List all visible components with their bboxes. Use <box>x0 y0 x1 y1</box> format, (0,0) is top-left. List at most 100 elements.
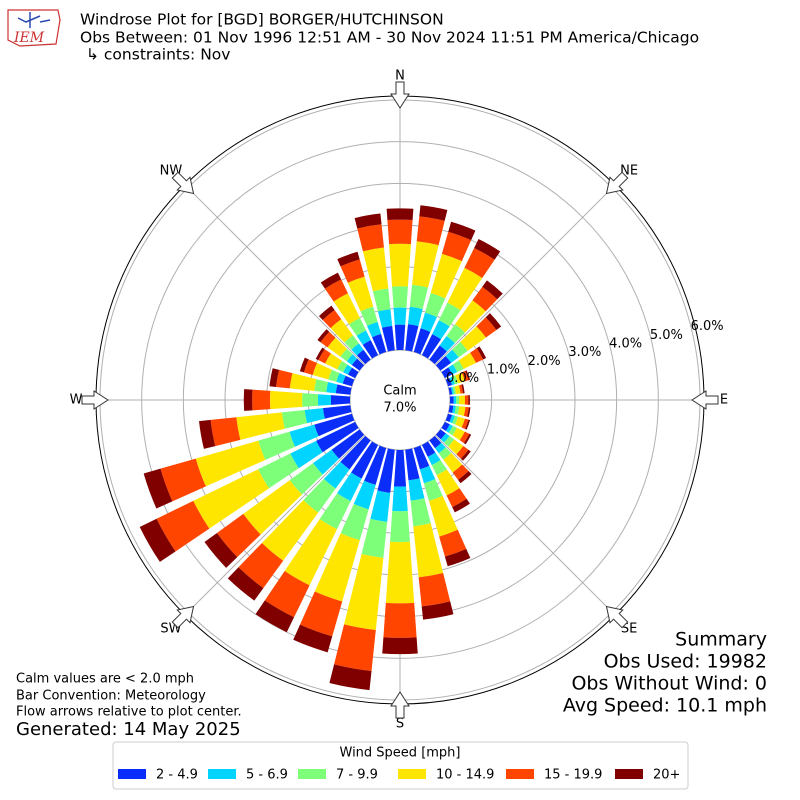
bar-segment <box>316 421 359 453</box>
bar-segment <box>335 384 352 395</box>
spoke <box>435 435 613 613</box>
bar-segment <box>389 243 411 287</box>
bar-segment <box>452 464 469 480</box>
bar-segment <box>330 395 351 405</box>
bar-segment <box>299 357 309 373</box>
bar-segment <box>333 293 360 325</box>
r-tick-label: 5.0% <box>650 328 683 343</box>
bar-segment <box>258 431 295 460</box>
bar-segment <box>331 429 365 459</box>
bar-segment <box>412 241 439 288</box>
bar-segment <box>340 503 369 541</box>
bar-segment <box>303 478 336 513</box>
bar-segment <box>160 458 206 502</box>
flow-arrow <box>171 171 195 195</box>
bar-segment <box>443 453 463 473</box>
bar-segment <box>448 364 458 375</box>
bar-segment <box>353 480 376 510</box>
bar-segment <box>448 405 454 414</box>
bar-segment <box>405 448 420 481</box>
bar-segment <box>364 445 387 485</box>
bar-segment <box>264 570 310 618</box>
bar-segment <box>454 405 460 415</box>
bar-segment <box>340 259 365 283</box>
bar-segment <box>435 442 446 454</box>
bar-segment <box>445 349 459 363</box>
bar-segment <box>461 384 465 394</box>
bar-segment <box>456 395 460 405</box>
bar-segment <box>317 329 330 343</box>
bar-segment <box>227 567 264 601</box>
bar-segment <box>450 386 454 395</box>
legend-swatch <box>208 769 236 779</box>
bar-segment <box>351 441 379 479</box>
bar-segment <box>482 280 503 300</box>
bar-segment <box>429 435 442 449</box>
bar-segment <box>351 343 364 356</box>
bar-segment <box>458 471 472 484</box>
bar-segment <box>445 377 453 387</box>
bar-segment <box>445 424 453 433</box>
flow-arrow <box>691 390 719 410</box>
bar-segment <box>370 490 391 522</box>
bar-segment <box>326 382 338 394</box>
bar-segment <box>448 439 464 455</box>
bar-segment <box>444 436 455 447</box>
bar-segment <box>289 373 317 391</box>
summary-title: Summary <box>675 629 767 651</box>
bar-segment <box>430 253 462 299</box>
bar-segment <box>416 216 445 246</box>
bar-segment <box>337 251 360 267</box>
bar-segment <box>457 406 466 416</box>
bar-segment <box>460 326 486 351</box>
summary-line: Obs Used: 19982 <box>604 651 767 673</box>
bar-segment <box>139 518 176 562</box>
bar-segment <box>474 238 501 260</box>
bar-segment <box>337 360 348 373</box>
bar-segment <box>436 469 460 496</box>
legend-label: 2 - 4.9 <box>156 768 198 783</box>
bar-segment <box>458 352 477 369</box>
bar-segment <box>485 313 502 330</box>
bar-segment <box>252 389 271 411</box>
bar-segment <box>470 348 484 363</box>
note: Calm values are < 2.0 mph <box>16 672 194 687</box>
bar-segment <box>199 419 216 449</box>
bar-segment <box>455 300 486 333</box>
bar-segment <box>372 288 391 312</box>
bar-segment <box>419 465 436 484</box>
bar-segment <box>441 367 453 379</box>
bar-segment <box>465 419 471 430</box>
bar-segment <box>461 371 469 382</box>
bar-segment <box>419 205 448 221</box>
bar-segment <box>405 324 419 352</box>
bar-segment <box>463 433 472 445</box>
bar-segment <box>328 369 340 382</box>
bar-segment <box>302 393 319 407</box>
bar-segment <box>261 500 319 561</box>
r-tick-label: 0.0% <box>446 371 479 386</box>
bar-segment <box>210 417 241 447</box>
bar-segment <box>413 328 431 355</box>
bar-segment <box>476 346 487 360</box>
bar-segment <box>440 433 450 443</box>
bar-segment <box>459 431 470 444</box>
bar-segment <box>304 408 325 424</box>
bar-segment <box>322 309 342 329</box>
r-tick-label: 3.0% <box>568 345 601 360</box>
bar-segment <box>258 453 299 489</box>
bar-segment <box>423 479 443 501</box>
bar-segment <box>448 387 453 395</box>
chart-title: Windrose Plot for [BGD] BORGER/HUTCHINSO… <box>80 11 444 29</box>
legend-swatch <box>298 769 326 779</box>
bar-segment <box>340 435 371 470</box>
bar-segment <box>429 345 447 365</box>
logo-mark <box>17 12 51 28</box>
compass-label: N <box>395 69 405 84</box>
bar-segment <box>276 369 293 389</box>
bar-segment <box>193 469 270 529</box>
legend-swatch <box>118 769 146 779</box>
bar-segment <box>300 591 343 637</box>
bar-segment <box>468 395 470 405</box>
flow-arrow <box>605 171 629 195</box>
